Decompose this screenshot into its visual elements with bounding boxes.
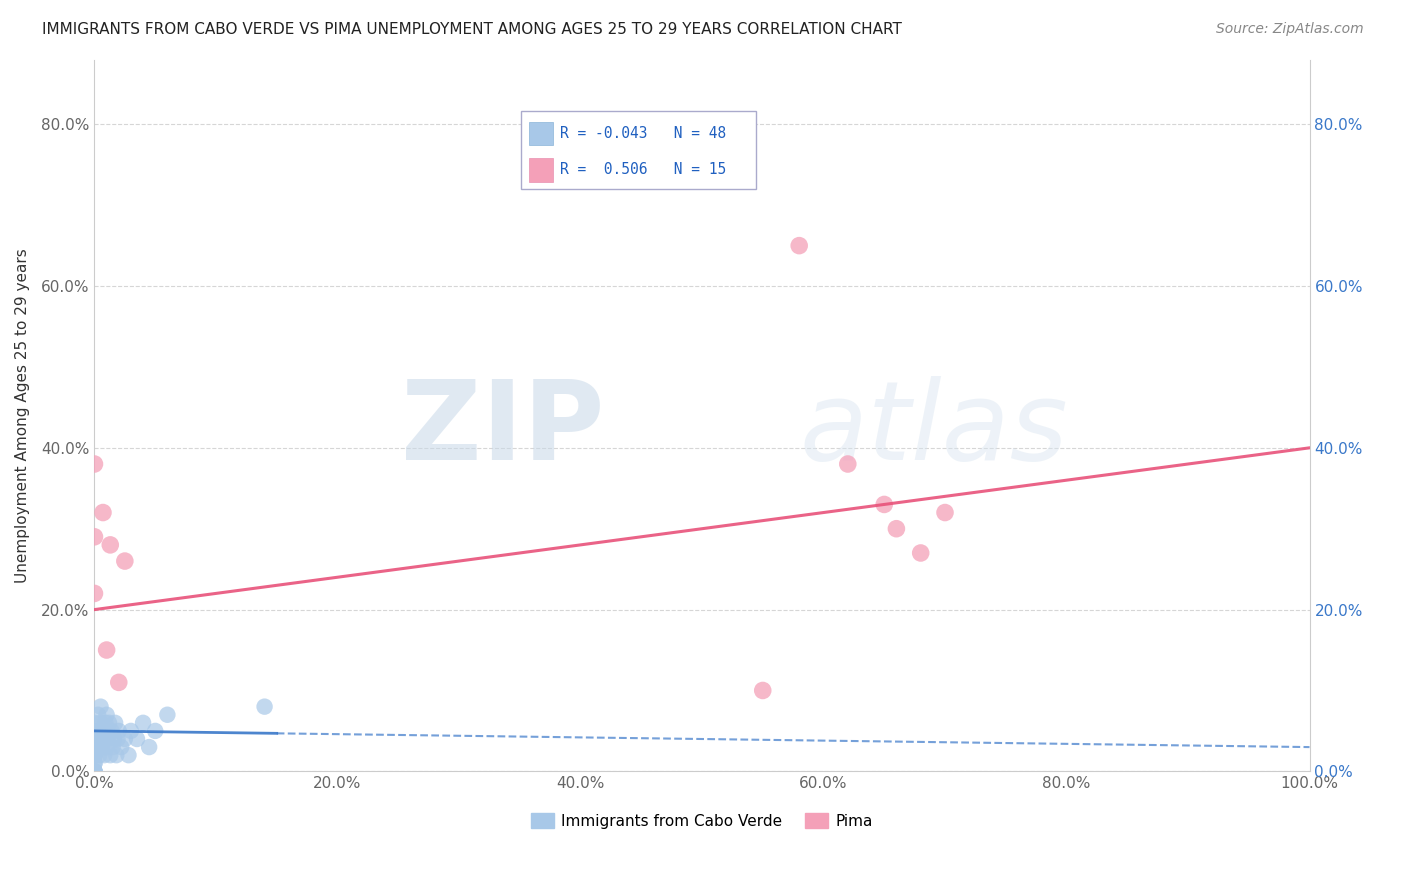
Text: R = -0.043   N = 48: R = -0.043 N = 48 [560, 126, 725, 141]
Point [96, 707, 118, 722]
Point [93, 748, 115, 763]
Point [114, 731, 136, 746]
Point [83, 748, 105, 763]
Point [253, 699, 276, 714]
Point [83, 764, 105, 779]
Point [86, 740, 108, 755]
Point [120, 723, 142, 738]
Point [110, 740, 132, 755]
Point [91, 723, 114, 738]
Point [83, 530, 105, 544]
Text: ZIP: ZIP [402, 376, 605, 483]
Point [125, 731, 148, 746]
Point [90, 740, 112, 755]
Point [101, 740, 124, 755]
Point [89, 748, 111, 763]
Point [117, 748, 139, 763]
Point [98, 538, 121, 552]
Bar [529, 121, 553, 145]
Point [886, 522, 908, 536]
Point [83, 764, 105, 779]
Point [90, 699, 112, 714]
Point [156, 707, 179, 722]
Point [837, 457, 859, 471]
Point [104, 715, 127, 730]
Point [97, 731, 120, 746]
Point [107, 723, 129, 738]
Point [83, 764, 105, 779]
Point [100, 723, 122, 738]
Point [107, 731, 129, 746]
Text: Source: ZipAtlas.com: Source: ZipAtlas.com [1216, 22, 1364, 37]
Point [751, 683, 773, 698]
Point [83, 723, 105, 738]
Legend: Immigrants from Cabo Verde, Pima: Immigrants from Cabo Verde, Pima [524, 806, 879, 835]
Y-axis label: Unemployment Among Ages 25 to 29 years: Unemployment Among Ages 25 to 29 years [15, 248, 30, 582]
Point [105, 748, 128, 763]
Point [873, 498, 896, 512]
Text: IMMIGRANTS FROM CABO VERDE VS PIMA UNEMPLOYMENT AMONG AGES 25 TO 29 YEARS CORREL: IMMIGRANTS FROM CABO VERDE VS PIMA UNEMP… [42, 22, 903, 37]
Point [114, 554, 136, 568]
Point [90, 715, 112, 730]
Point [98, 715, 121, 730]
Point [934, 506, 956, 520]
Point [132, 715, 155, 730]
Text: R =  0.506   N = 15: R = 0.506 N = 15 [560, 162, 725, 178]
Point [787, 238, 810, 252]
Point [138, 740, 160, 755]
Point [83, 740, 105, 755]
Point [107, 675, 129, 690]
Point [98, 748, 121, 763]
Point [94, 715, 117, 730]
Point [83, 748, 105, 763]
Point [90, 731, 112, 746]
FancyBboxPatch shape [522, 112, 756, 189]
Point [96, 740, 118, 755]
Point [83, 764, 105, 779]
Point [83, 731, 105, 746]
Point [143, 723, 166, 738]
Point [96, 723, 118, 738]
Point [83, 764, 105, 779]
Point [87, 707, 110, 722]
Point [83, 457, 105, 471]
Text: atlas: atlas [799, 376, 1067, 483]
Point [96, 643, 118, 657]
Point [83, 586, 105, 600]
Point [93, 731, 115, 746]
Point [91, 506, 114, 520]
Bar [529, 158, 553, 182]
Point [83, 756, 105, 771]
Point [83, 715, 105, 730]
Point [910, 546, 932, 560]
Point [103, 731, 125, 746]
Point [83, 756, 105, 771]
Point [87, 723, 110, 738]
